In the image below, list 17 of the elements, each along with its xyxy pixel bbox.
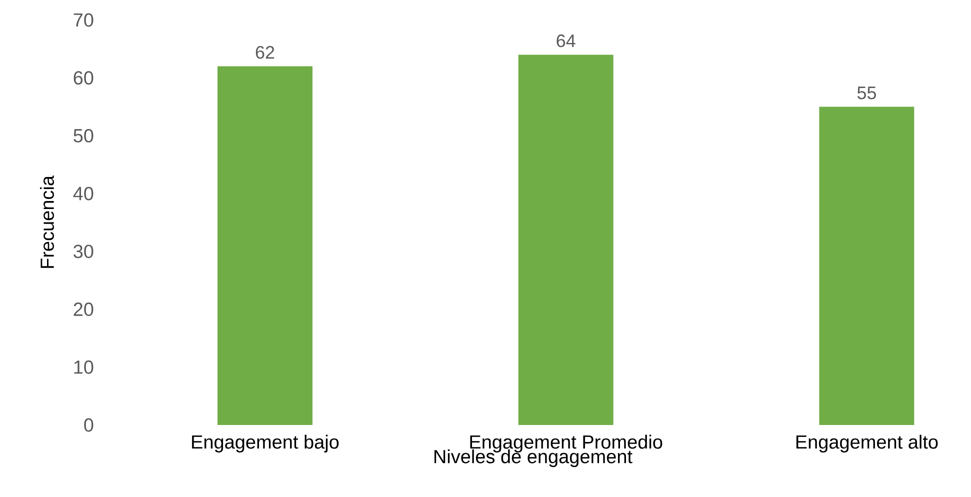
bar — [518, 54, 614, 425]
data-label: 64 — [556, 34, 576, 48]
y-axis-title: Frecuencia — [40, 176, 54, 268]
x-tick-label: Engagement bajo — [192, 434, 339, 452]
y-tick-label: 40 — [73, 186, 94, 200]
y-tick-label: 0 — [84, 418, 94, 432]
y-tick-label: 60 — [74, 71, 94, 85]
y-tick-label: 70 — [74, 13, 94, 27]
y-tick-label: 20 — [74, 302, 94, 316]
x-tick-label: Engagement alto — [796, 434, 938, 452]
y-tick-label: 10 — [74, 360, 94, 374]
bar — [217, 66, 312, 425]
y-tick-label: 30 — [74, 244, 94, 258]
data-label: 62 — [256, 46, 274, 59]
data-label: 55 — [857, 86, 876, 100]
y-tick-label: 50 — [74, 128, 94, 142]
bar — [819, 106, 914, 425]
